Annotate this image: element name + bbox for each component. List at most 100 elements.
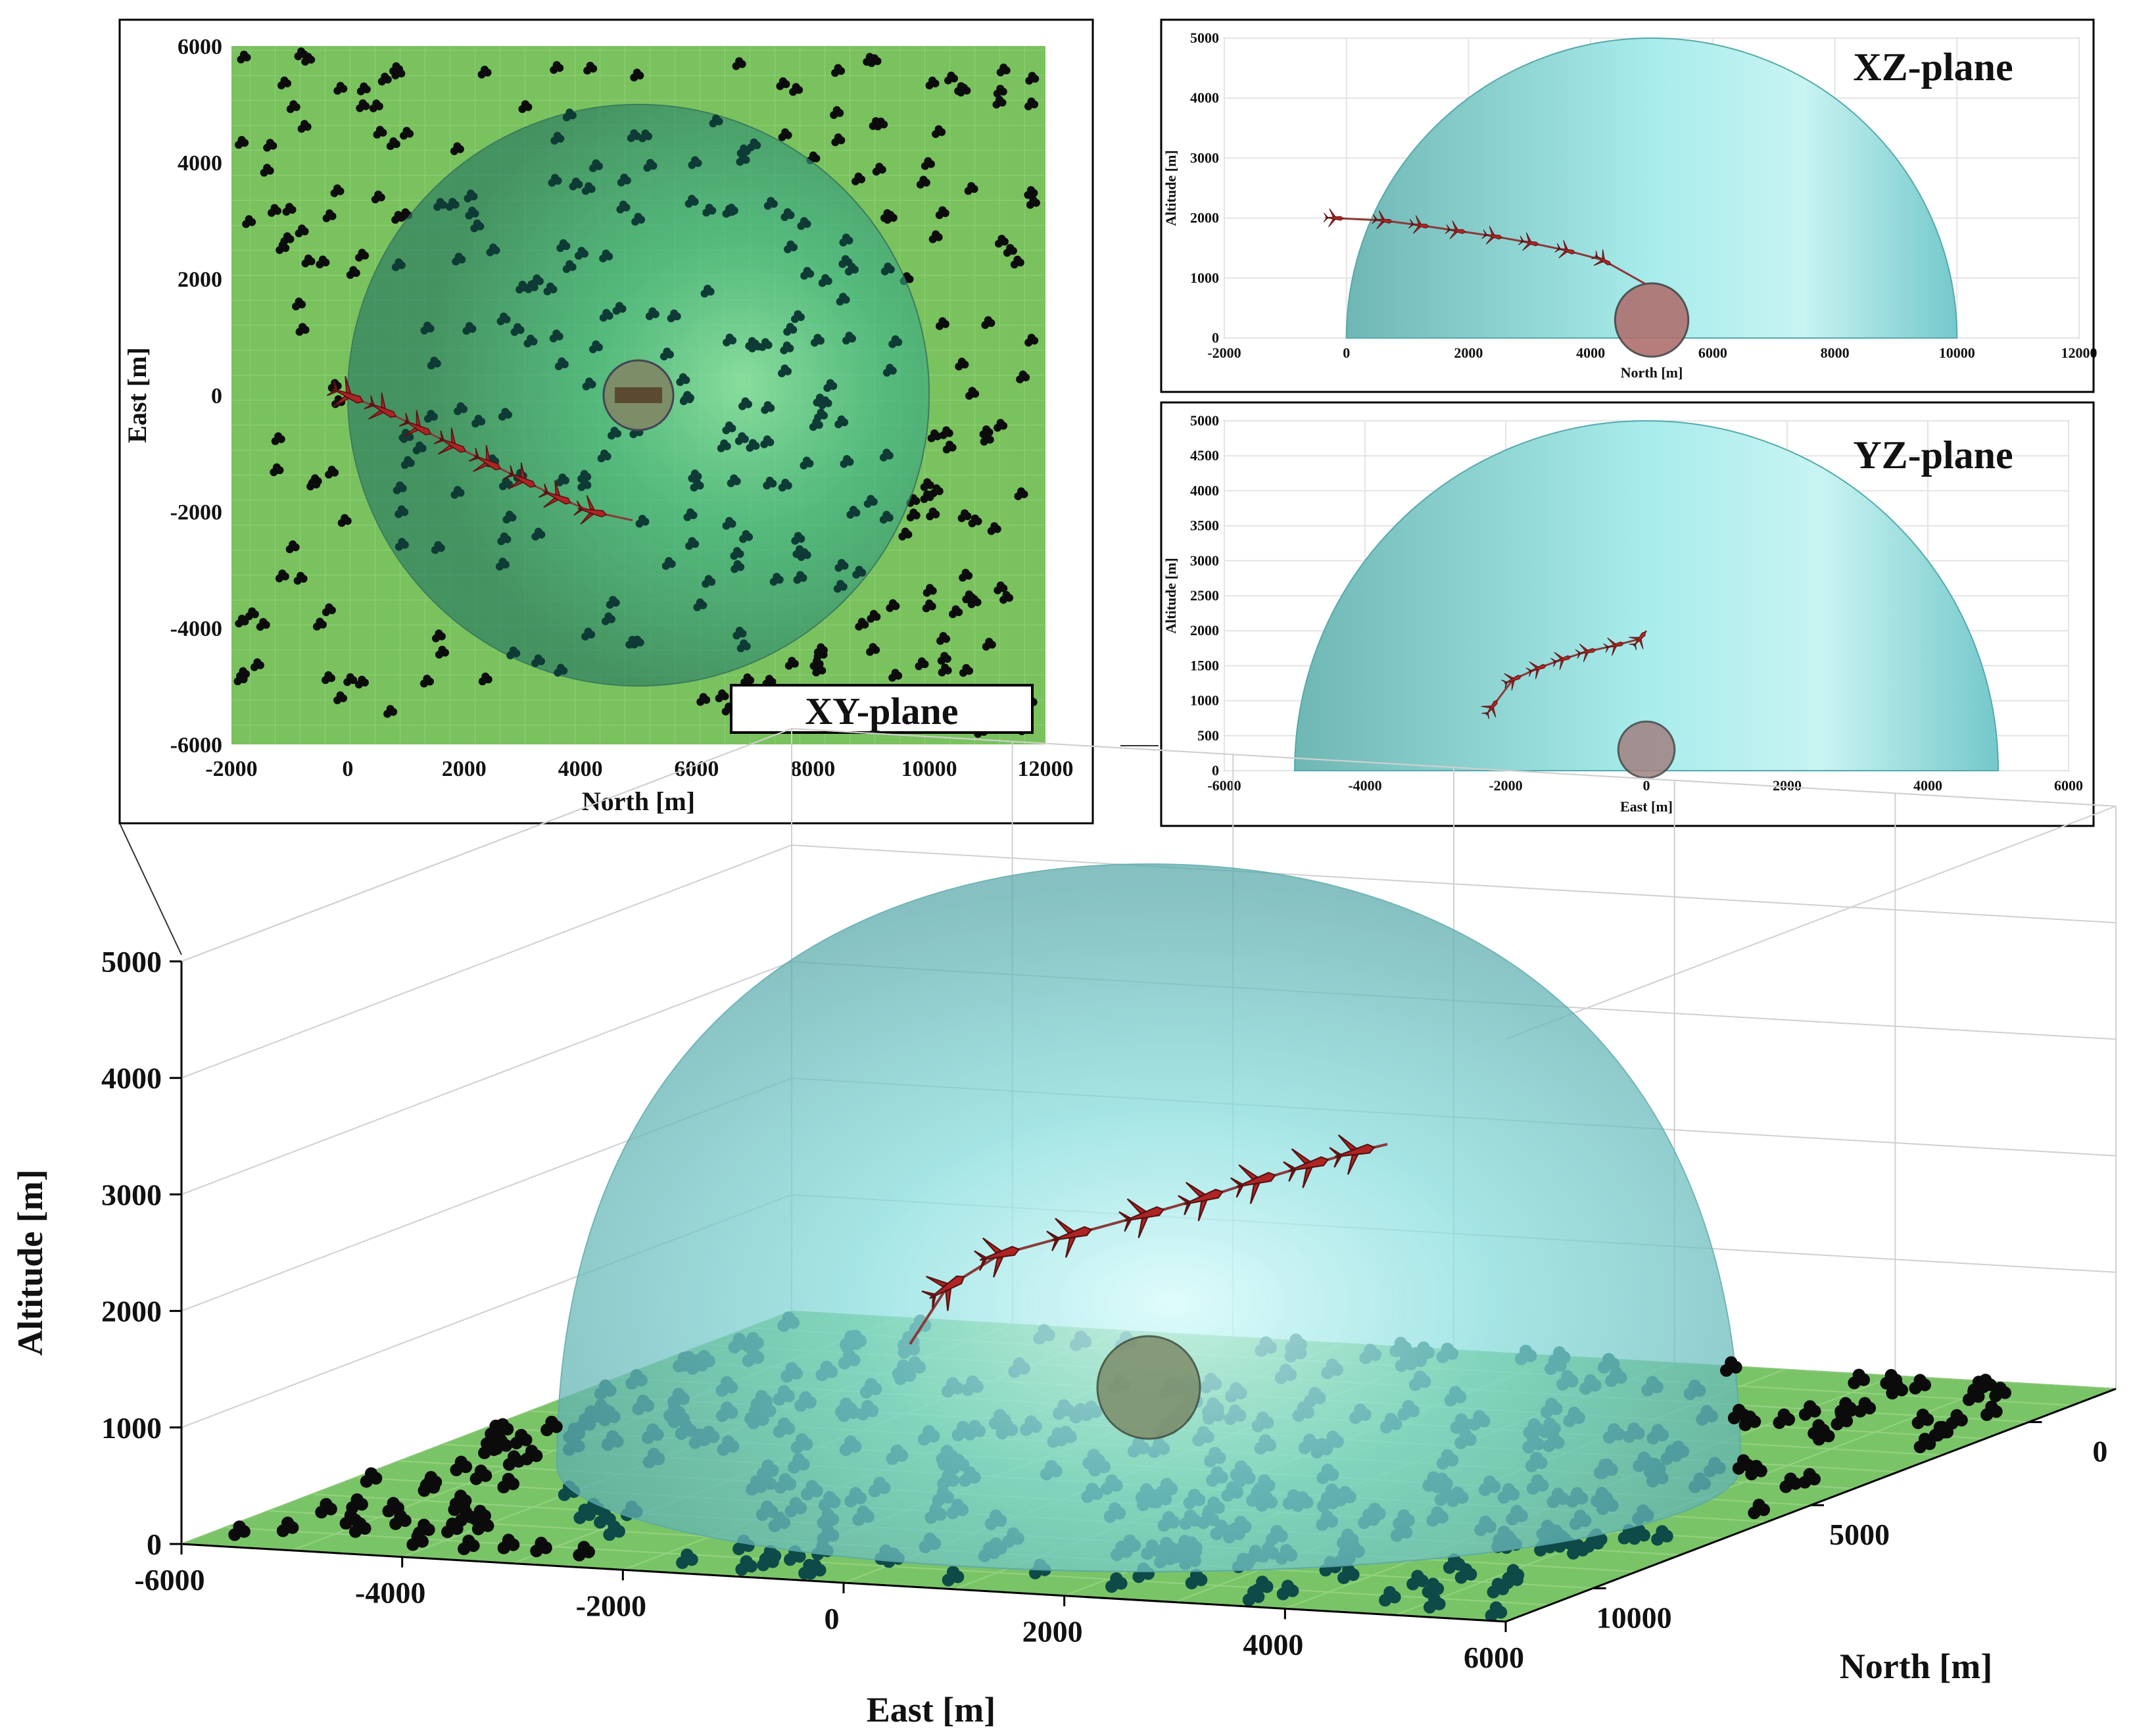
three-d-target-circle xyxy=(1096,1335,1201,1440)
xy-tree xyxy=(994,581,1008,594)
xy-tree xyxy=(661,557,676,570)
xy-tree xyxy=(688,469,702,483)
xy-tree xyxy=(599,308,613,322)
xy-tree xyxy=(879,448,894,462)
three-d-z-tick: 2000 xyxy=(101,1295,162,1328)
xy-tree xyxy=(780,208,795,222)
xy-tree xyxy=(235,614,249,628)
xy-title-box xyxy=(730,684,1034,734)
xy-target-vehicle xyxy=(615,387,662,403)
three-d-tree xyxy=(1909,1374,1931,1395)
three-d-tree xyxy=(1745,1460,1767,1481)
xy-tree xyxy=(830,106,844,119)
three-d-x-tick: -6000 xyxy=(134,1563,204,1597)
xy-tree xyxy=(949,605,963,619)
three-d-tree xyxy=(1423,1593,1446,1614)
xy-tree xyxy=(1024,185,1038,199)
xy-tree xyxy=(916,176,930,189)
three-d-view-panel: -6000 -4000 -2000 0 2000 4000 6000050001000001… xyxy=(11,728,2117,1729)
xy-tree xyxy=(643,158,658,172)
xy-tree xyxy=(888,335,903,349)
xz-x-tick: 4000 xyxy=(1576,345,1605,361)
xy-tree xyxy=(866,642,880,656)
xz-target-circle xyxy=(1614,282,1690,358)
xy-tree xyxy=(730,546,744,560)
xy-tree xyxy=(874,117,888,131)
yz-target-circle xyxy=(1617,720,1676,779)
three-d-tree xyxy=(389,1509,412,1530)
three-d-trajectory-line xyxy=(909,1143,1388,1345)
yz-y-tick: 4000 xyxy=(1190,482,1219,498)
xy-tree xyxy=(597,449,611,463)
three-d-ticks: -6000 -4000 -2000 0 2000 4000 6000 0 5000 10000 0 1… xyxy=(101,945,2107,1674)
three-d-tree xyxy=(497,1533,520,1555)
xy-tree xyxy=(550,132,565,145)
xy-tree xyxy=(412,441,427,454)
xz-uav xyxy=(1372,210,1393,229)
three-d-z-tick: 5000 xyxy=(101,945,162,978)
xy-tree xyxy=(834,415,849,429)
xy-tree xyxy=(685,537,700,550)
xy-tree xyxy=(470,219,485,233)
three-d-tree xyxy=(784,1545,806,1566)
xy-tree xyxy=(921,157,935,170)
xy-tree xyxy=(297,120,312,133)
three-d-tree xyxy=(1651,1525,1673,1546)
xy-tree xyxy=(954,82,969,95)
xy-tree xyxy=(693,598,707,612)
xy-tree xyxy=(286,100,300,113)
xy-tree xyxy=(783,323,798,336)
xy-tree xyxy=(322,603,336,617)
xz-x-tick: 2000 xyxy=(1454,345,1483,361)
xy-tree xyxy=(898,527,913,541)
three-d-tree xyxy=(497,1472,520,1494)
xy-tree xyxy=(301,53,316,66)
xy-tree xyxy=(784,240,798,254)
xy-tree xyxy=(555,473,569,487)
three-d-tree xyxy=(1406,1570,1429,1591)
three-d-y-tick: 0 xyxy=(2092,1435,2107,1468)
yz-x-tick: -2000 xyxy=(1489,777,1522,794)
xy-tree xyxy=(746,439,760,452)
xy-tree xyxy=(867,610,881,623)
three-d-tree xyxy=(346,1493,368,1514)
xz-y-tick: 1000 xyxy=(1190,270,1219,286)
xy-tree xyxy=(836,293,850,306)
xy-tree xyxy=(982,637,996,651)
xy-tree xyxy=(696,692,711,706)
xy-tree xyxy=(276,241,290,254)
xy-tree xyxy=(435,646,449,659)
xz-y-ticks: 0 1000 2000 3000 4000 5000 xyxy=(1190,30,1219,346)
xy-tree xyxy=(531,527,546,541)
xy-tree xyxy=(498,408,512,421)
xy-tree xyxy=(245,607,259,621)
xy-tree xyxy=(993,84,1007,98)
xy-tree xyxy=(354,675,369,689)
xy-tree xyxy=(957,509,972,523)
xy-plane-panel: -2000 0 2000 4000 6000 8000 10000 12000 -6000 -4… xyxy=(118,18,1094,825)
xy-tree xyxy=(464,189,478,203)
three-d-uav xyxy=(1283,1148,1330,1188)
xy-tree xyxy=(316,255,330,269)
yz-uav-markers xyxy=(1481,631,1646,719)
xy-tree xyxy=(1003,243,1017,257)
xy-tree xyxy=(928,230,943,243)
xy-tree xyxy=(325,466,339,479)
three-d-tree xyxy=(594,1508,616,1529)
xy-tree xyxy=(574,247,588,260)
xy-tree xyxy=(275,569,289,583)
xy-tree xyxy=(543,282,558,296)
xy-tree xyxy=(523,334,538,348)
three-d-dome xyxy=(556,863,1742,1572)
yz-y-tick: 1000 xyxy=(1190,692,1219,709)
three-d-y-tick: 10000 xyxy=(1596,1601,1672,1634)
three-d-x-tick: 6000 xyxy=(1464,1641,1524,1674)
xy-tree xyxy=(778,364,792,377)
xy-tree xyxy=(839,233,853,247)
xz-x-tick: 12000 xyxy=(2061,345,2097,361)
three-d-tree xyxy=(1276,1579,1299,1601)
xy-tree xyxy=(715,689,729,702)
xy-tree xyxy=(731,560,745,573)
xy-y-ticks: -6000 -4000 -2000 0 2000 4000 6000 xyxy=(170,35,222,758)
xy-tree xyxy=(295,224,309,237)
